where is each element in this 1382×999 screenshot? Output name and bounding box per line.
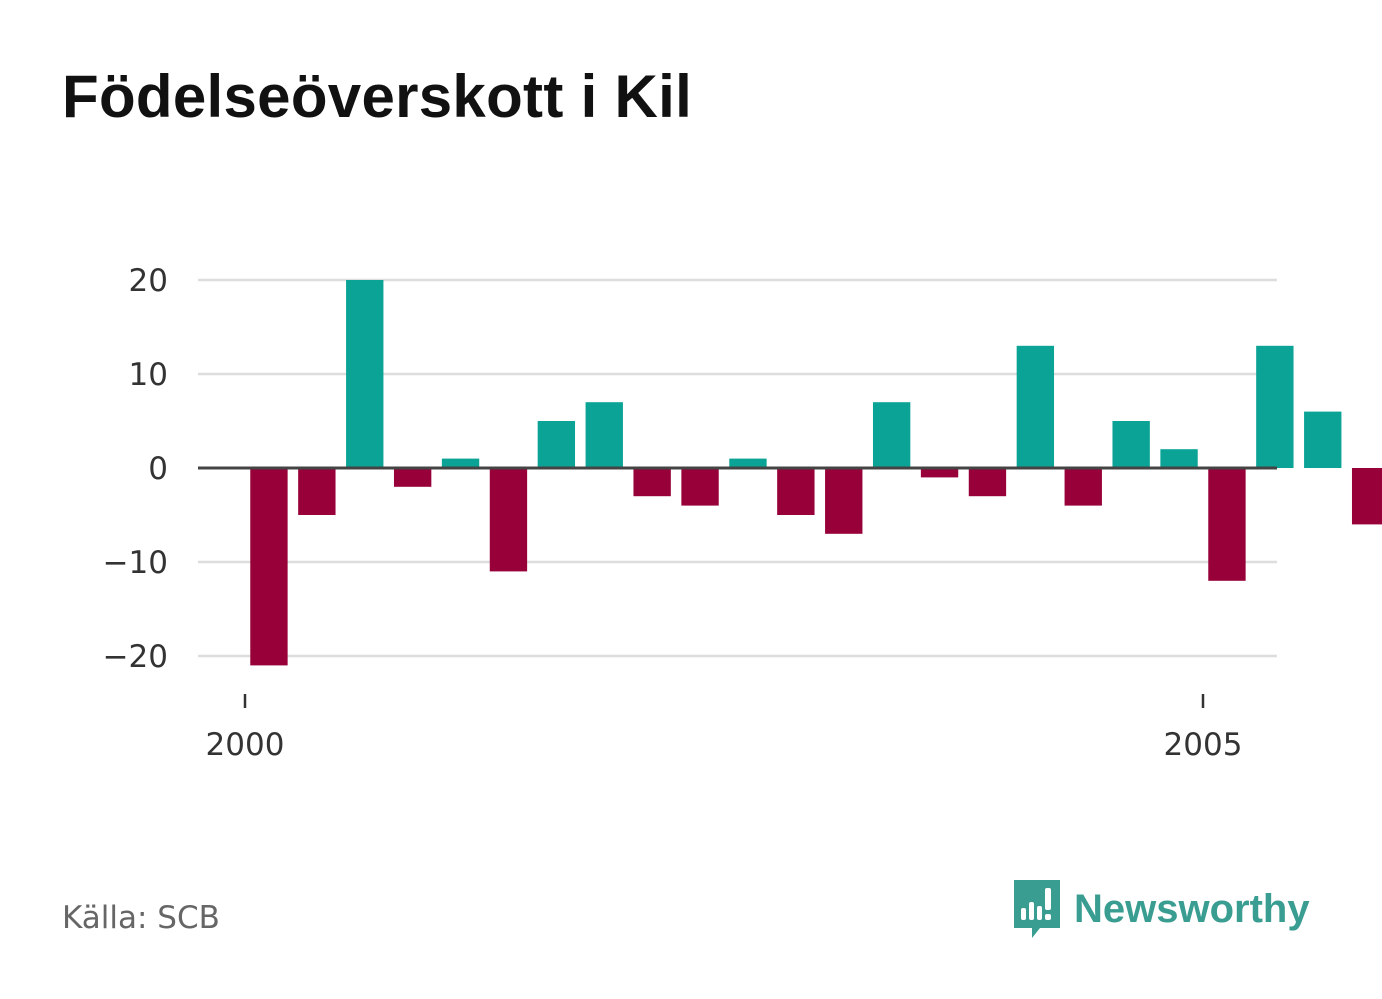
y-tick-label: 0: [148, 451, 168, 487]
bar: [585, 402, 623, 468]
bar: [250, 468, 288, 666]
bar: [298, 468, 336, 515]
bar: [489, 468, 528, 572]
newsworthy-logo-icon: [1014, 880, 1060, 938]
brand[interactable]: Newsworthy: [1012, 878, 1310, 940]
bar: [920, 468, 959, 478]
bar: [777, 468, 815, 515]
bar: [1160, 449, 1198, 468]
bar: [346, 280, 384, 468]
bar: [441, 458, 480, 468]
bar: [1208, 468, 1246, 581]
chart-title: Födelseöverskott i Kil: [62, 63, 693, 130]
bar: [968, 468, 1007, 497]
bar: [1016, 345, 1055, 468]
bar: [1304, 411, 1342, 468]
x-tick-label: 2000: [206, 727, 285, 763]
bar: [1112, 421, 1150, 468]
x-axis: 200020052010201520202025: [206, 694, 1243, 763]
bar: [825, 468, 863, 534]
bar: [681, 468, 719, 506]
y-tick-label: 10: [129, 357, 168, 393]
bar: [633, 468, 671, 497]
bar: [1351, 468, 1382, 525]
x-tick-label: 2005: [1164, 727, 1243, 763]
source-note: Källa: SCB: [62, 900, 220, 936]
bar: [537, 421, 576, 468]
bars: [250, 280, 1382, 666]
y-tick-label: −20: [103, 639, 168, 675]
y-tick-label: −10: [103, 545, 168, 581]
brand-name: Newsworthy: [1074, 886, 1310, 931]
y-axis: −20 −10 0 10 20: [103, 263, 168, 675]
bar: [729, 458, 767, 468]
bar: [1064, 468, 1102, 506]
bar: [872, 402, 911, 468]
bar: [393, 468, 432, 487]
y-tick-label: 20: [129, 263, 168, 299]
bar: [1256, 345, 1294, 468]
